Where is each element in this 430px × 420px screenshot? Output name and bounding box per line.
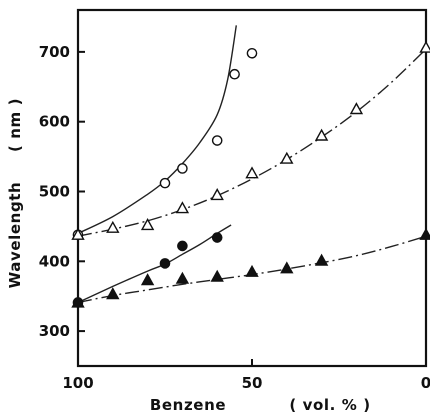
fit-curve — [78, 225, 231, 303]
y-axis-unit: ( nm ) — [6, 98, 24, 152]
data-point — [107, 222, 118, 232]
data-point — [178, 164, 187, 173]
y-tick-label: 500 — [39, 182, 70, 200]
y-axis-title: Wavelength — [6, 182, 24, 289]
data-point — [281, 153, 292, 163]
data-point — [247, 266, 258, 276]
x-axis-unit: ( vol. % ) — [289, 396, 370, 414]
x-tick-label: 100 — [62, 374, 93, 392]
data-point — [421, 229, 430, 239]
data-point — [316, 255, 327, 265]
fit-curve — [78, 49, 426, 236]
data-point — [178, 241, 187, 250]
data-point — [107, 289, 118, 299]
x-tick-label: 0 — [421, 374, 430, 392]
data-point — [281, 263, 292, 273]
y-tick-label: 700 — [39, 43, 70, 61]
plot-frame — [78, 10, 426, 366]
data-point — [247, 168, 258, 178]
data-point — [421, 42, 430, 52]
data-point — [213, 233, 222, 242]
x-axis-title: Benzene — [150, 396, 226, 414]
data-points — [73, 42, 430, 307]
y-tick-label: 600 — [39, 113, 70, 131]
x-tick-label: 50 — [242, 374, 263, 392]
data-point — [230, 70, 239, 79]
data-point — [177, 273, 188, 283]
y-tick-label: 300 — [39, 322, 70, 340]
data-point — [142, 220, 153, 230]
data-point — [212, 271, 223, 281]
data-point — [247, 49, 256, 58]
data-point — [177, 203, 188, 213]
fit-curve — [78, 25, 236, 233]
data-point — [160, 179, 169, 188]
fit-curves — [78, 25, 426, 302]
data-point — [142, 275, 153, 285]
data-point — [160, 259, 169, 268]
y-tick-label: 400 — [39, 252, 70, 270]
data-point — [213, 136, 222, 145]
